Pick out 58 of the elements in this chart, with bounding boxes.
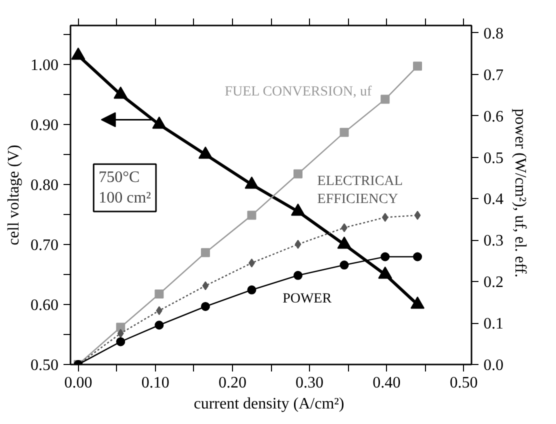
- x-tick-label: 0.10: [141, 374, 170, 392]
- y2-tick-label: 0.0: [484, 357, 504, 374]
- point: [154, 290, 164, 299]
- point: [413, 252, 422, 262]
- y2-tick-label: 0.8: [484, 25, 504, 42]
- y2-axis-title: power (W/cm²), uf, el. eff.: [512, 108, 528, 278]
- x-tick-label: 0.50: [450, 374, 478, 392]
- point: [294, 240, 302, 249]
- point: [378, 266, 392, 279]
- point: [410, 296, 425, 309]
- y-tick-label: 0.70: [30, 237, 58, 254]
- y2-tick-label: 0.6: [484, 108, 504, 126]
- point: [114, 86, 128, 99]
- point: [152, 116, 166, 129]
- point: [414, 210, 421, 220]
- y-tick-label: 1.00: [30, 57, 58, 74]
- point: [116, 322, 126, 332]
- x-tick-label: 0.40: [372, 374, 401, 392]
- point: [290, 203, 305, 216]
- series-label: POWER: [282, 291, 332, 306]
- y2-tick-label: 0.4: [484, 191, 504, 208]
- y2-tick-label: 0.3: [484, 232, 504, 250]
- point: [380, 252, 390, 262]
- point: [202, 281, 209, 290]
- y2-tick-label: 0.2: [484, 274, 504, 292]
- x-tick-label: 0.20: [218, 374, 246, 392]
- y-tick-label: 0.50: [30, 357, 58, 374]
- y-tick-label: 0.80: [30, 177, 58, 194]
- point: [198, 146, 212, 159]
- point: [337, 236, 352, 249]
- point: [293, 169, 302, 178]
- point: [71, 47, 86, 60]
- x-tick-label: 0.00: [64, 374, 92, 392]
- point: [200, 302, 210, 311]
- x-tick-label: 0.30: [296, 374, 324, 392]
- point: [247, 285, 256, 294]
- annotation: 750°C 100 cm²: [98, 169, 152, 206]
- point: [340, 128, 349, 137]
- point: [413, 62, 422, 71]
- y-tick-label: 0.90: [30, 117, 58, 134]
- point: [117, 328, 124, 338]
- y2-tick-label: 0.7: [484, 66, 504, 84]
- point: [244, 176, 259, 189]
- point: [116, 337, 126, 346]
- y2-tick-label: 0.5: [484, 150, 504, 167]
- point: [382, 212, 388, 222]
- point: [154, 320, 164, 330]
- y-tick-label: 0.60: [30, 297, 58, 314]
- y-axis-title: cell voltage (V): [6, 144, 22, 246]
- point: [340, 260, 349, 270]
- point: [200, 248, 210, 258]
- series-label: ELECTRICAL EFFICIENCY: [317, 174, 403, 208]
- point: [380, 94, 390, 104]
- point: [293, 270, 302, 280]
- y2-tick-label: 0.1: [484, 316, 504, 333]
- x-axis-title: current density (A/cm²): [194, 396, 344, 412]
- point: [247, 210, 256, 220]
- series-label: FUEL CONVERSION, uf: [224, 84, 372, 100]
